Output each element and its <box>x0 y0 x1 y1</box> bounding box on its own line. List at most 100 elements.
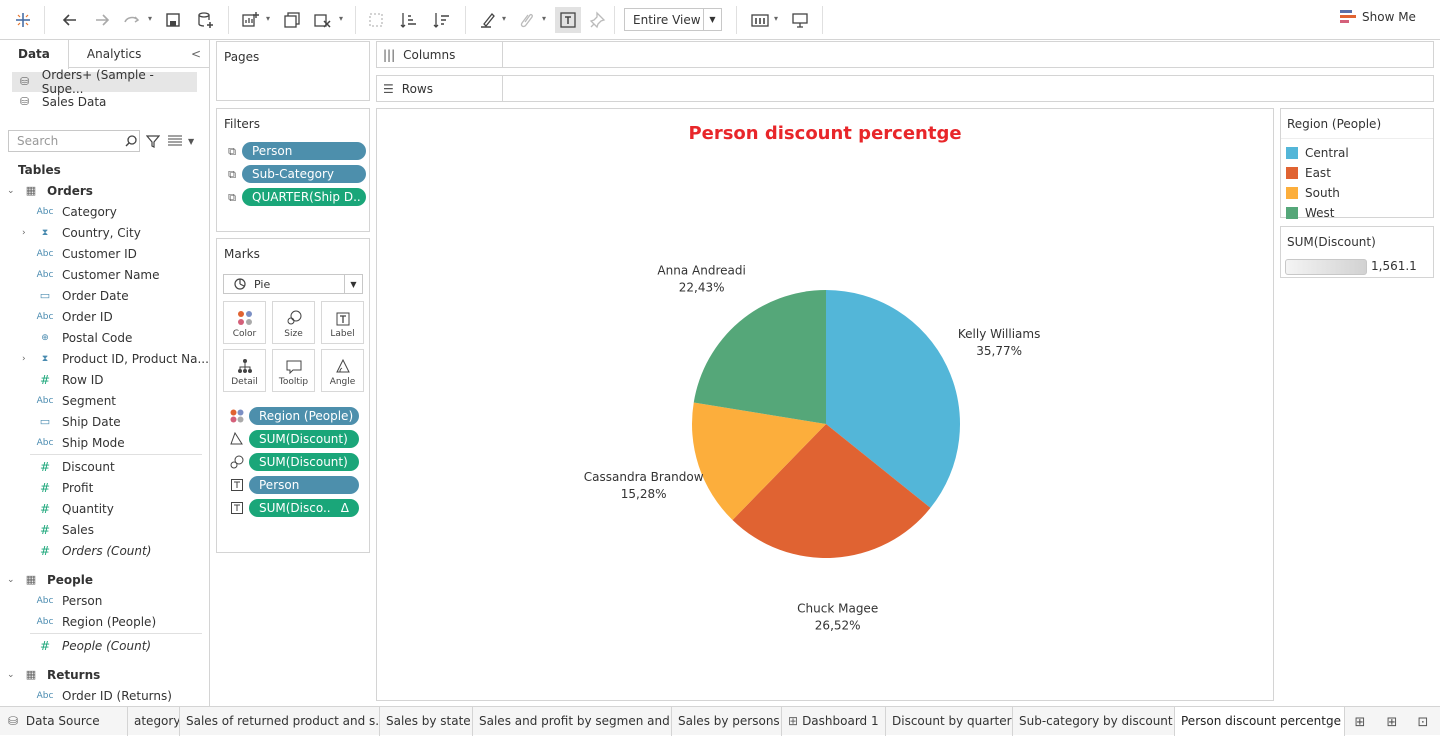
pie-slice[interactable] <box>732 424 931 558</box>
sheet-tab[interactable]: Sales and profit by segmen and ... <box>473 707 672 736</box>
marks-pill-label-person[interactable]: Person <box>249 476 359 494</box>
collapse-pane-icon[interactable]: < <box>190 47 201 61</box>
filters-card[interactable]: Filters ⧉ Person ⧉ Sub-Category ⧉ QUARTE… <box>216 108 370 232</box>
field-item[interactable]: Abc Order ID (Returns) <box>36 688 172 703</box>
measure-item[interactable]: # Quantity <box>0 498 209 519</box>
sheet-tab[interactable]: Discount by quarter <box>886 707 1013 736</box>
legend-item[interactable]: East <box>1281 163 1433 183</box>
datasource-item[interactable]: ⛁ Sales Data <box>0 92 209 112</box>
save-icon[interactable] <box>161 8 185 32</box>
legend-item[interactable]: South <box>1281 183 1433 203</box>
new-dashboard-tab-icon[interactable]: ⊞ <box>1386 714 1398 730</box>
undo-icon[interactable] <box>58 8 82 32</box>
chevron-down-icon[interactable]: ⌄ <box>7 185 15 196</box>
field-item[interactable]: Abc Segment <box>36 393 116 408</box>
sheet-tab[interactable]: Person discount percentge <box>1175 707 1345 736</box>
show-cards-icon[interactable] <box>748 8 772 32</box>
search-icon[interactable] <box>123 133 139 149</box>
group-dropdown-icon[interactable]: ▾ <box>542 14 547 23</box>
measure-item[interactable]: # Profit <box>0 477 209 498</box>
pie-slice[interactable] <box>692 402 826 520</box>
new-worksheet-tab-icon[interactable]: ⊞ <box>1354 714 1366 730</box>
field-item[interactable]: # Row ID <box>0 369 209 390</box>
sheet-tab[interactable]: Sales by state <box>380 707 473 736</box>
field-item[interactable]: ▭ Ship Date <box>0 411 209 432</box>
sheet-tab[interactable]: Sub-category by discount <box>1013 707 1175 736</box>
view-dropdown-icon[interactable]: ▼ <box>188 136 195 146</box>
highlight-icon[interactable] <box>476 8 500 32</box>
duplicate-sheet-icon[interactable] <box>280 8 304 32</box>
field-item[interactable]: Abc Customer ID <box>36 246 137 261</box>
swap-rows-columns-icon[interactable] <box>364 8 388 32</box>
marks-size-button[interactable]: Size <box>272 301 315 344</box>
sheet-tab[interactable]: Sales of returned product and s... <box>180 707 380 736</box>
marks-tooltip-button[interactable]: Tooltip <box>272 349 315 392</box>
filter-funnel-icon[interactable] <box>146 134 160 148</box>
datasource-item[interactable]: ⛁ Orders+ (Sample - Supe... <box>12 68 197 96</box>
field-item[interactable]: Abc Region (People) <box>36 614 157 629</box>
highlight-dropdown-icon[interactable]: ▾ <box>502 14 507 23</box>
sheet-tab[interactable]: Sales by persons <box>672 707 782 736</box>
show-cards-dropdown-icon[interactable]: ▾ <box>774 14 779 23</box>
field-item[interactable]: Abc Category <box>36 204 117 219</box>
clear-sheet-icon[interactable] <box>310 8 334 32</box>
marks-label-button[interactable]: Label <box>321 301 364 344</box>
columns-shelf[interactable]: ||| Columns <box>376 41 1434 68</box>
new-story-tab-icon[interactable]: ⊡ <box>1417 714 1429 730</box>
fix-axes-pin-icon[interactable] <box>586 8 610 32</box>
table-header[interactable]: ⌄ ▦ Orders <box>7 183 93 198</box>
show-mark-labels-icon[interactable] <box>555 7 581 33</box>
viz-canvas[interactable]: Person discount percentge Kelly Williams… <box>376 108 1274 701</box>
pie-slice[interactable] <box>826 290 960 508</box>
table-header[interactable]: ⌄ ▦ People <box>7 572 94 587</box>
field-item[interactable]: ⊕ Postal Code <box>0 327 209 348</box>
filter-pill-person[interactable]: Person <box>242 142 366 160</box>
fit-selector[interactable]: Entire View ▼ <box>624 8 722 31</box>
field-item[interactable]: Abc Ship Mode <box>36 435 125 450</box>
marks-pill-size[interactable]: SUM(Discount) <box>249 453 359 471</box>
sheet-tab[interactable]: ategory <box>128 707 180 736</box>
sort-descending-icon[interactable] <box>430 8 454 32</box>
redo-icon[interactable] <box>90 8 114 32</box>
filter-pill-quarter[interactable]: QUARTER(Ship D.. <box>242 188 366 206</box>
chevron-down-icon[interactable]: ⌄ <box>7 669 15 680</box>
marks-detail-button[interactable]: Detail <box>223 349 266 392</box>
marks-pill-color[interactable]: Region (People) <box>249 407 359 425</box>
chevron-right-icon[interactable]: › <box>22 227 26 238</box>
replay-dropdown-icon[interactable]: ▾ <box>148 14 153 23</box>
view-list-icon[interactable] <box>168 135 182 147</box>
table-header[interactable]: ⌄ ▦ Returns <box>7 667 101 682</box>
replay-icon[interactable] <box>120 8 144 32</box>
field-item[interactable]: Abc Order ID <box>36 309 113 324</box>
field-item[interactable]: › ⧗ Country, City <box>22 225 141 240</box>
legend-item[interactable]: West <box>1281 203 1433 223</box>
marks-pill-angle[interactable]: SUM(Discount) <box>249 430 359 448</box>
tab-data-source[interactable]: ⛁ Data Source <box>0 707 128 736</box>
measure-item[interactable]: # Sales <box>0 519 209 540</box>
marks-color-button[interactable]: Color <box>223 301 266 344</box>
legend-item[interactable]: Central <box>1281 143 1433 163</box>
search-input[interactable] <box>9 134 123 148</box>
measure-item[interactable]: # Orders (Count) <box>0 540 209 561</box>
pie-slice[interactable] <box>693 290 826 424</box>
chevron-right-icon[interactable]: › <box>22 353 26 364</box>
marks-angle-button[interactable]: Angle <box>321 349 364 392</box>
group-members-icon[interactable] <box>514 8 538 32</box>
measure-item[interactable]: # People (Count) <box>0 635 209 656</box>
field-item[interactable]: Abc Person <box>36 593 103 608</box>
show-me-button[interactable]: Show Me <box>1340 10 1416 24</box>
clear-dropdown-icon[interactable]: ▾ <box>339 14 344 23</box>
tableau-logo-icon[interactable] <box>11 8 35 32</box>
sort-ascending-icon[interactable] <box>397 8 421 32</box>
pages-card[interactable]: Pages <box>216 41 370 101</box>
sheet-tab[interactable]: ⊞ Dashboard 1 <box>782 707 886 736</box>
rows-shelf[interactable]: ☰ Rows <box>376 75 1434 102</box>
new-worksheet-dropdown-icon[interactable]: ▾ <box>266 14 271 23</box>
field-item[interactable]: ▭ Order Date <box>0 285 209 306</box>
presentation-mode-icon[interactable] <box>788 8 812 32</box>
filter-pill-subcategory[interactable]: Sub-Category <box>242 165 366 183</box>
measure-item[interactable]: # Discount <box>0 456 209 477</box>
marks-pill-label-discount[interactable]: SUM(Disco.. Δ <box>249 499 359 517</box>
tab-analytics[interactable]: Analytics <box>86 47 142 61</box>
field-item[interactable]: Abc Customer Name <box>36 267 160 282</box>
